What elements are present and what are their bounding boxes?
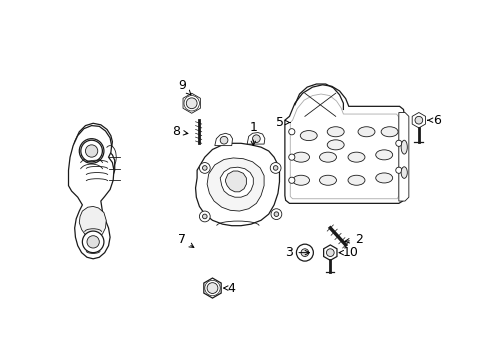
Circle shape — [85, 145, 98, 157]
Text: 5: 5 — [276, 116, 289, 129]
Polygon shape — [323, 245, 336, 260]
Ellipse shape — [347, 175, 364, 185]
Polygon shape — [246, 132, 264, 144]
Text: 7: 7 — [177, 233, 193, 247]
Ellipse shape — [319, 152, 336, 162]
Circle shape — [288, 129, 294, 135]
Text: 2: 2 — [344, 233, 362, 246]
Text: 10: 10 — [338, 246, 358, 259]
Ellipse shape — [347, 152, 364, 162]
Polygon shape — [207, 158, 264, 211]
Ellipse shape — [380, 127, 397, 137]
Circle shape — [270, 163, 281, 173]
Circle shape — [288, 177, 294, 183]
Ellipse shape — [375, 150, 392, 160]
Polygon shape — [70, 123, 115, 194]
Circle shape — [87, 236, 99, 248]
Circle shape — [414, 116, 422, 124]
Circle shape — [274, 212, 278, 216]
Circle shape — [202, 214, 207, 219]
Polygon shape — [68, 126, 114, 259]
Circle shape — [207, 283, 218, 293]
Circle shape — [79, 139, 104, 163]
Polygon shape — [203, 278, 221, 298]
Ellipse shape — [400, 140, 407, 154]
Circle shape — [296, 244, 313, 261]
Text: 8: 8 — [172, 125, 187, 138]
Ellipse shape — [300, 131, 317, 141]
Circle shape — [84, 144, 99, 158]
Circle shape — [220, 136, 227, 144]
Text: 9: 9 — [178, 79, 190, 95]
Polygon shape — [398, 112, 408, 201]
Ellipse shape — [326, 140, 344, 150]
Ellipse shape — [400, 167, 407, 178]
Polygon shape — [220, 167, 253, 197]
Polygon shape — [411, 112, 425, 128]
Circle shape — [288, 154, 294, 160]
Polygon shape — [79, 206, 106, 238]
Circle shape — [270, 209, 281, 220]
Circle shape — [199, 211, 210, 222]
Ellipse shape — [326, 127, 344, 137]
Ellipse shape — [319, 175, 336, 185]
Circle shape — [395, 167, 401, 173]
Circle shape — [252, 135, 260, 143]
Circle shape — [81, 140, 102, 162]
Circle shape — [326, 249, 333, 256]
Text: 4: 4 — [223, 282, 235, 294]
Polygon shape — [285, 85, 404, 203]
Text: 1: 1 — [249, 121, 257, 145]
Circle shape — [202, 166, 207, 170]
Circle shape — [395, 140, 401, 147]
Ellipse shape — [292, 175, 309, 185]
Polygon shape — [214, 133, 232, 145]
Ellipse shape — [357, 127, 374, 137]
Polygon shape — [183, 93, 200, 113]
Circle shape — [301, 249, 308, 256]
Polygon shape — [225, 171, 246, 192]
Text: 3: 3 — [285, 246, 309, 259]
Circle shape — [273, 166, 277, 170]
Circle shape — [82, 231, 104, 253]
Text: 6: 6 — [427, 114, 440, 127]
Circle shape — [199, 163, 210, 173]
Circle shape — [186, 98, 197, 109]
Ellipse shape — [292, 152, 309, 162]
Polygon shape — [195, 143, 279, 226]
Polygon shape — [290, 94, 398, 199]
Ellipse shape — [375, 173, 392, 183]
